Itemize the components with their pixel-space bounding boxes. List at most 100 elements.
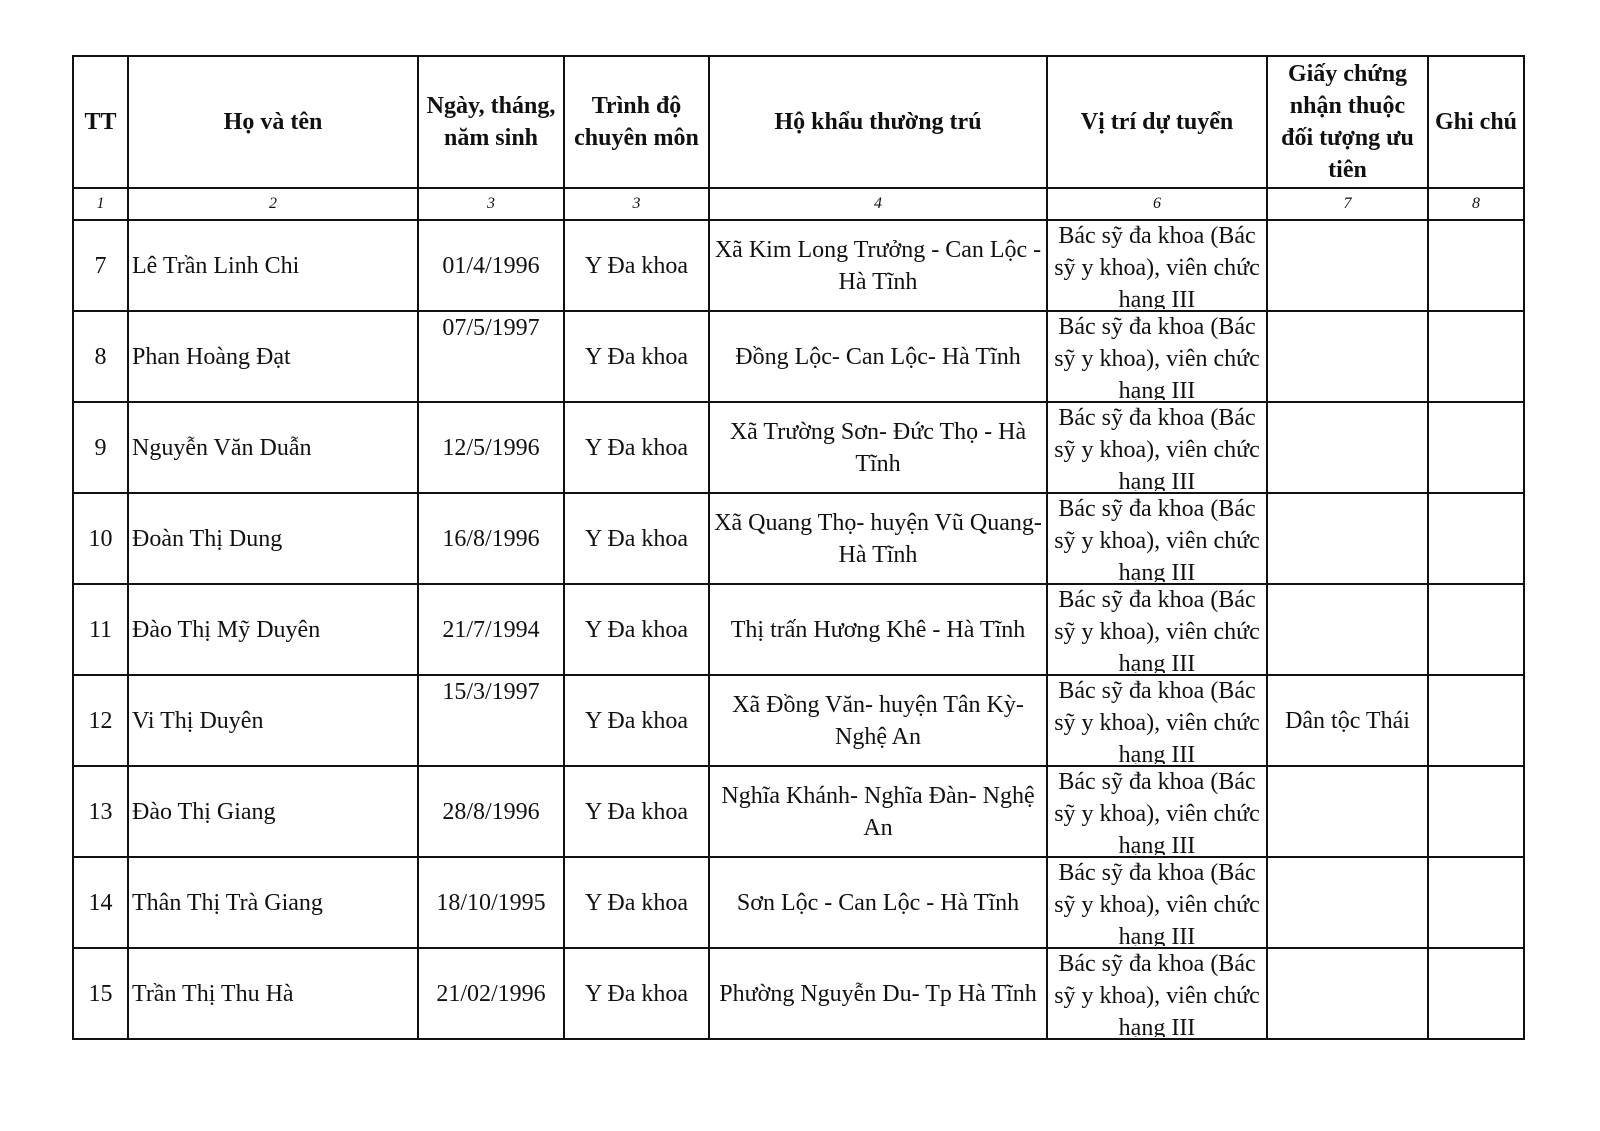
cell-tt: 12 [72, 674, 129, 767]
cell-note [1427, 492, 1525, 585]
cell-tt: 13 [72, 765, 129, 858]
cell-qualification: Y Đa khoa [563, 219, 710, 312]
table-row: 11 Đào Thị Mỹ Duyên 21/7/1994 Y Đa khoa Thị … [72, 583, 1525, 676]
column-number: 1 [72, 187, 129, 221]
table-row: 12 Vi Thị Duyên 15/3/1997 Y Đa khoa Xã Đồng … [72, 674, 1525, 767]
column-number: 4 [708, 187, 1048, 221]
cell-note [1427, 856, 1525, 949]
cell-priority: Dân tộc Thái [1266, 674, 1429, 767]
table-row: 9 Nguyễn Văn Duẫn 12/5/1996 Y Đa khoa Xã Trư… [72, 401, 1525, 494]
column-number: 3 [563, 187, 710, 221]
cell-priority [1266, 947, 1429, 1040]
position-text: Bác sỹ đa khoa (Bác sỹ y khoa), viên chứ… [1054, 951, 1260, 1037]
cell-dob: 21/7/1994 [417, 583, 565, 676]
cell-address: Xã Trường Sơn- Đức Thọ - Hà Tĩnh [708, 401, 1048, 494]
cell-note [1427, 674, 1525, 767]
cell-priority [1266, 856, 1429, 949]
header-name: Họ và tên [127, 55, 419, 189]
cell-qualification: Y Đa khoa [563, 310, 710, 403]
cell-dob: 21/02/1996 [417, 947, 565, 1040]
header-qualification: Trình độ chuyên môn [563, 55, 710, 189]
cell-qualification: Y Đa khoa [563, 947, 710, 1040]
header-position: Vị trí dự tuyển [1046, 55, 1268, 189]
cell-address: Phường Nguyễn Du- Tp Hà Tĩnh [708, 947, 1048, 1040]
column-number: 8 [1427, 187, 1525, 221]
header-priority: Giấy chứng nhận thuộc đối tượng ưu tiên [1266, 55, 1429, 189]
cell-name: Thân Thị Trà Giang [127, 856, 419, 949]
cell-address: Thị trấn Hương Khê - Hà Tĩnh [708, 583, 1048, 676]
cell-qualification: Y Đa khoa [563, 583, 710, 676]
cell-address: Đồng Lộc- Can Lộc- Hà Tĩnh [708, 310, 1048, 403]
cell-position: Bác sỹ đa khoa (Bác sỹ y khoa), viên chứ… [1046, 674, 1268, 767]
cell-dob: 18/10/1995 [417, 856, 565, 949]
cell-note [1427, 947, 1525, 1040]
cell-dob: 15/3/1997 [417, 674, 565, 767]
cell-name: Đoàn Thị Dung [127, 492, 419, 585]
header-address: Hộ khẩu thường trú [708, 55, 1048, 189]
cell-address: Xã Kim Long Trưởng - Can Lộc - Hà Tĩnh [708, 219, 1048, 312]
cell-position: Bác sỹ đa khoa (Bác sỹ y khoa), viên chứ… [1046, 219, 1268, 312]
table-row: 10 Đoàn Thị Dung 16/8/1996 Y Đa khoa Xã Quan… [72, 492, 1525, 585]
cell-tt: 14 [72, 856, 129, 949]
header-dob: Ngày, tháng, năm sinh [417, 55, 565, 189]
cell-name: Đào Thị Mỹ Duyên [127, 583, 419, 676]
cell-priority [1266, 219, 1429, 312]
header-row: TT Họ và tên Ngày, tháng, năm sinh Trình… [72, 55, 1525, 189]
cell-position: Bác sỹ đa khoa (Bác sỹ y khoa), viên chứ… [1046, 401, 1268, 494]
cell-position: Bác sỹ đa khoa (Bác sỹ y khoa), viên chứ… [1046, 583, 1268, 676]
cell-priority [1266, 492, 1429, 585]
candidate-table: TT Họ và tên Ngày, tháng, năm sinh Trình… [72, 55, 1525, 1040]
position-text: Bác sỹ đa khoa (Bác sỹ y khoa), viên chứ… [1054, 860, 1260, 946]
cell-dob: 12/5/1996 [417, 401, 565, 494]
column-number: 3 [417, 187, 565, 221]
cell-tt: 10 [72, 492, 129, 585]
cell-tt: 8 [72, 310, 129, 403]
cell-priority [1266, 583, 1429, 676]
table-row: 13 Đào Thị Giang 28/8/1996 Y Đa khoa Nghĩa K… [72, 765, 1525, 858]
cell-note [1427, 219, 1525, 312]
position-text: Bác sỹ đa khoa (Bác sỹ y khoa), viên chứ… [1054, 587, 1260, 673]
cell-dob: 07/5/1997 [417, 310, 565, 403]
cell-note [1427, 583, 1525, 676]
cell-qualification: Y Đa khoa [563, 765, 710, 858]
position-text: Bác sỹ đa khoa (Bác sỹ y khoa), viên chứ… [1054, 314, 1260, 400]
cell-address: Xã Đồng Văn- huyện Tân Kỳ- Nghệ An [708, 674, 1048, 767]
position-text: Bác sỹ đa khoa (Bác sỹ y khoa), viên chứ… [1054, 496, 1260, 582]
cell-position: Bác sỹ đa khoa (Bác sỹ y khoa), viên chứ… [1046, 765, 1268, 858]
cell-position: Bác sỹ đa khoa (Bác sỹ y khoa), viên chứ… [1046, 310, 1268, 403]
cell-priority [1266, 765, 1429, 858]
cell-dob: 01/4/1996 [417, 219, 565, 312]
position-text: Bác sỹ đa khoa (Bác sỹ y khoa), viên chứ… [1054, 678, 1260, 764]
cell-tt: 9 [72, 401, 129, 494]
header-tt: TT [72, 55, 129, 189]
cell-position: Bác sỹ đa khoa (Bác sỹ y khoa), viên chứ… [1046, 856, 1268, 949]
cell-tt: 11 [72, 583, 129, 676]
cell-qualification: Y Đa khoa [563, 401, 710, 494]
cell-position: Bác sỹ đa khoa (Bác sỹ y khoa), viên chứ… [1046, 947, 1268, 1040]
cell-priority [1266, 401, 1429, 494]
cell-qualification: Y Đa khoa [563, 674, 710, 767]
cell-name: Đào Thị Giang [127, 765, 419, 858]
table-row: 14 Thân Thị Trà Giang 18/10/1995 Y Đa khoa S… [72, 856, 1525, 949]
cell-qualification: Y Đa khoa [563, 492, 710, 585]
cell-dob: 16/8/1996 [417, 492, 565, 585]
cell-name: Nguyễn Văn Duẫn [127, 401, 419, 494]
cell-address: Sơn Lộc - Can Lộc - Hà Tĩnh [708, 856, 1048, 949]
position-text: Bác sỹ đa khoa (Bác sỹ y khoa), viên chứ… [1054, 769, 1260, 855]
cell-tt: 7 [72, 219, 129, 312]
cell-priority [1266, 310, 1429, 403]
column-number: 7 [1266, 187, 1429, 221]
cell-qualification: Y Đa khoa [563, 856, 710, 949]
cell-address: Nghĩa Khánh- Nghĩa Đàn- Nghệ An [708, 765, 1048, 858]
cell-name: Trần Thị Thu Hà [127, 947, 419, 1040]
header-note: Ghi chú [1427, 55, 1525, 189]
cell-address: Xã Quang Thọ- huyện Vũ Quang- Hà Tĩnh [708, 492, 1048, 585]
cell-name: Lê Trần Linh Chi [127, 219, 419, 312]
table-row: 8 Phan Hoàng Đạt 07/5/1997 Y Đa khoa Đồng Lộ… [72, 310, 1525, 403]
cell-note [1427, 310, 1525, 403]
table-row: 7 Lê Trần Linh Chi 01/4/1996 Y Đa khoa Xã Ki… [72, 219, 1525, 312]
column-number: 6 [1046, 187, 1268, 221]
cell-note [1427, 765, 1525, 858]
cell-name: Vi Thị Duyên [127, 674, 419, 767]
cell-note [1427, 401, 1525, 494]
